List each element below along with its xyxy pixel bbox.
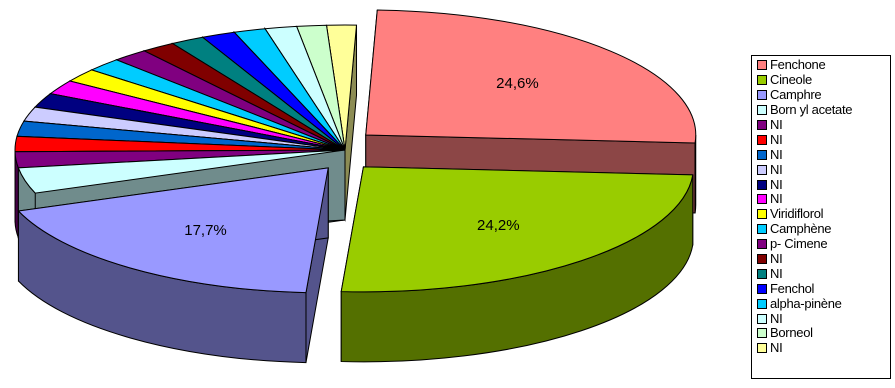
legend-item: NI xyxy=(757,252,890,267)
legend-swatch xyxy=(757,283,767,294)
legend-label: NI xyxy=(770,117,783,132)
legend-swatch xyxy=(757,149,767,160)
legend-swatch xyxy=(757,268,767,279)
legend-label: alpha-pinène xyxy=(770,295,842,311)
data-label: 24,2% xyxy=(477,217,520,234)
legend-label: NI xyxy=(770,131,783,147)
legend-label: NI xyxy=(770,265,783,281)
legend-item: NI xyxy=(757,177,890,192)
data-label: 24,6% xyxy=(496,75,539,92)
pie-svg: 24,6% 24,2% 17,7% xyxy=(14,9,697,364)
legend-swatch xyxy=(757,343,767,354)
legend-swatch xyxy=(757,105,767,116)
pie-chart: 24,6% 24,2% 17,7% xyxy=(14,9,697,364)
chart-legend: Fenchone Cineole Camphre Born yl acetate NI N… xyxy=(751,55,891,379)
legend-swatch xyxy=(757,120,767,130)
legend-item: p- Cimene xyxy=(757,237,890,252)
legend-swatch xyxy=(757,164,767,175)
legend-swatch xyxy=(757,239,767,250)
legend-swatch xyxy=(757,254,767,265)
legend-swatch xyxy=(757,60,767,71)
legend-label: NI xyxy=(770,146,783,162)
pie-slice xyxy=(340,166,694,363)
legend-item: NI xyxy=(757,118,890,133)
legend-swatch xyxy=(757,328,767,339)
legend-swatch xyxy=(757,134,767,145)
legend-item: Born yl acetate xyxy=(757,103,890,118)
legend-swatch xyxy=(757,75,767,86)
legend-label: NI xyxy=(770,176,783,192)
legend-item: NI xyxy=(757,162,890,177)
legend-item: NI xyxy=(757,311,890,326)
legend-label: Cineole xyxy=(770,72,812,88)
legend-item: NI xyxy=(757,341,890,356)
legend-label: Born yl acetate xyxy=(770,102,853,118)
legend-label: p- Cimene xyxy=(770,236,828,252)
legend-swatch xyxy=(757,313,767,324)
legend-item: Camphène xyxy=(757,222,890,237)
legend-item: alpha-pinène xyxy=(757,296,890,311)
legend-swatch xyxy=(757,179,767,190)
legend-swatch xyxy=(757,209,767,220)
legend-item: Camphre xyxy=(757,88,890,103)
legend-label: NI xyxy=(770,161,783,177)
legend-item: Borneol xyxy=(757,326,890,341)
legend-item: NI xyxy=(757,192,890,207)
pie-slice xyxy=(17,167,329,364)
legend-item: NI xyxy=(757,266,890,281)
legend-swatch xyxy=(757,194,767,205)
legend-swatch xyxy=(757,298,767,309)
legend-swatch xyxy=(757,90,767,101)
legend-swatch xyxy=(757,224,767,235)
legend-label: Camphre xyxy=(770,87,822,103)
legend-item: Fenchol xyxy=(757,281,890,296)
legend-item: Fenchone xyxy=(757,58,890,73)
legend-label: NI xyxy=(770,191,783,207)
legend-item: NI xyxy=(757,132,890,147)
legend-label: Camphène xyxy=(770,221,832,237)
legend-item: Viridiflorol xyxy=(757,207,890,222)
legend-label: Fenchol xyxy=(770,280,815,296)
legend-label: Viridiflorol xyxy=(770,206,824,222)
legend-item: Cineole xyxy=(757,73,890,88)
legend-label: NI xyxy=(770,340,783,356)
legend-label: NI xyxy=(770,251,783,267)
data-label: 17,7% xyxy=(184,222,227,239)
legend-label: Borneol xyxy=(770,325,813,341)
legend-label: Fenchone xyxy=(770,57,826,73)
legend-label: NI xyxy=(770,310,783,326)
legend-item: NI xyxy=(757,147,890,162)
